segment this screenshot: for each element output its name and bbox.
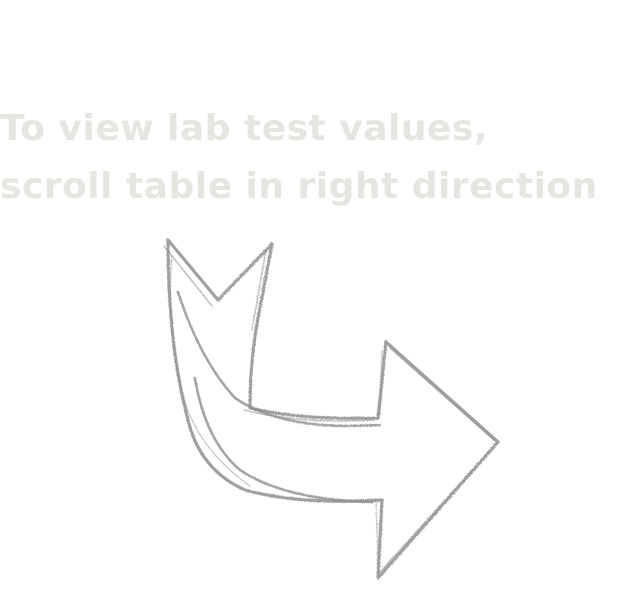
arrow-sketch-stroke-2 xyxy=(169,255,383,567)
hint-line-2: scroll table in right direction xyxy=(0,166,598,207)
hint-line-1: To view lab test values, xyxy=(0,108,489,149)
scroll-hint-text: To view lab test values, scroll table in… xyxy=(0,100,640,216)
arrow-outline xyxy=(166,238,500,580)
arrow-lower-curve xyxy=(193,376,374,504)
arrow-fold-line xyxy=(176,290,382,428)
arrow-sketch-stroke xyxy=(163,245,495,573)
